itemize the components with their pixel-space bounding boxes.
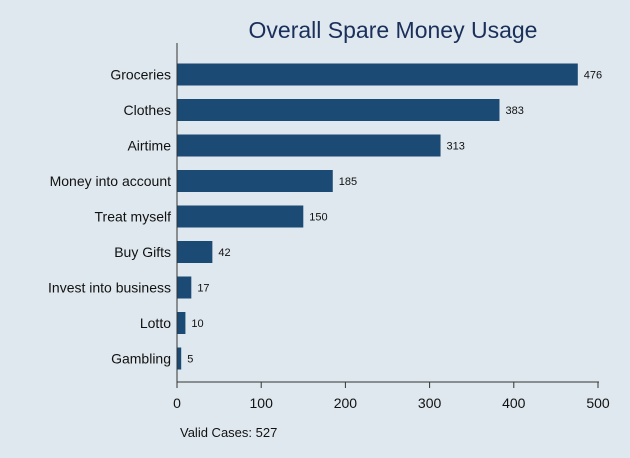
category-label-5: Buy Gifts: [114, 244, 171, 260]
value-label-5: 42: [218, 247, 230, 259]
value-label-1: 383: [505, 105, 523, 117]
bar-2: [177, 134, 441, 157]
chart-title: Overall Spare Money Usage: [249, 17, 538, 43]
value-label-8: 5: [187, 354, 193, 366]
category-label-0: Groceries: [110, 67, 171, 83]
x-tick-label-2: 200: [334, 395, 358, 411]
value-label-0: 476: [584, 70, 602, 82]
x-axis: 0 100 200 300 400 500: [173, 43, 610, 411]
value-label-3: 185: [339, 176, 357, 188]
category-label-1: Clothes: [124, 102, 171, 118]
value-label-4: 150: [309, 212, 327, 224]
value-label-6: 17: [197, 283, 209, 295]
x-tick-label-1: 100: [250, 395, 274, 411]
bar-0: [177, 63, 578, 86]
category-label-7: Lotto: [140, 315, 171, 331]
bar-7: [177, 312, 186, 334]
category-label-8: Gambling: [111, 351, 171, 367]
bars-layer: Groceries 476 Clothes 383 Airtime 313 Money in…: [48, 63, 602, 370]
value-label-2: 313: [447, 141, 465, 153]
x-tick-label-0: 0: [173, 395, 181, 411]
bar-8: [177, 347, 182, 370]
bar-3: [177, 170, 333, 192]
valid-cases-note: Valid Cases: 527: [180, 425, 277, 440]
bar-5: [177, 241, 213, 263]
bar-1: [177, 99, 500, 121]
x-tick-label-3: 300: [418, 395, 442, 411]
value-label-7: 10: [191, 318, 203, 330]
x-tick-label-5: 500: [586, 395, 610, 411]
category-label-3: Money into account: [50, 173, 172, 189]
category-label-6: Invest into business: [48, 280, 171, 296]
category-label-4: Treat myself: [95, 209, 172, 225]
x-tick-label-4: 400: [502, 395, 526, 411]
bar-4: [177, 205, 304, 228]
category-label-2: Airtime: [127, 138, 171, 154]
bar-6: [177, 276, 192, 299]
